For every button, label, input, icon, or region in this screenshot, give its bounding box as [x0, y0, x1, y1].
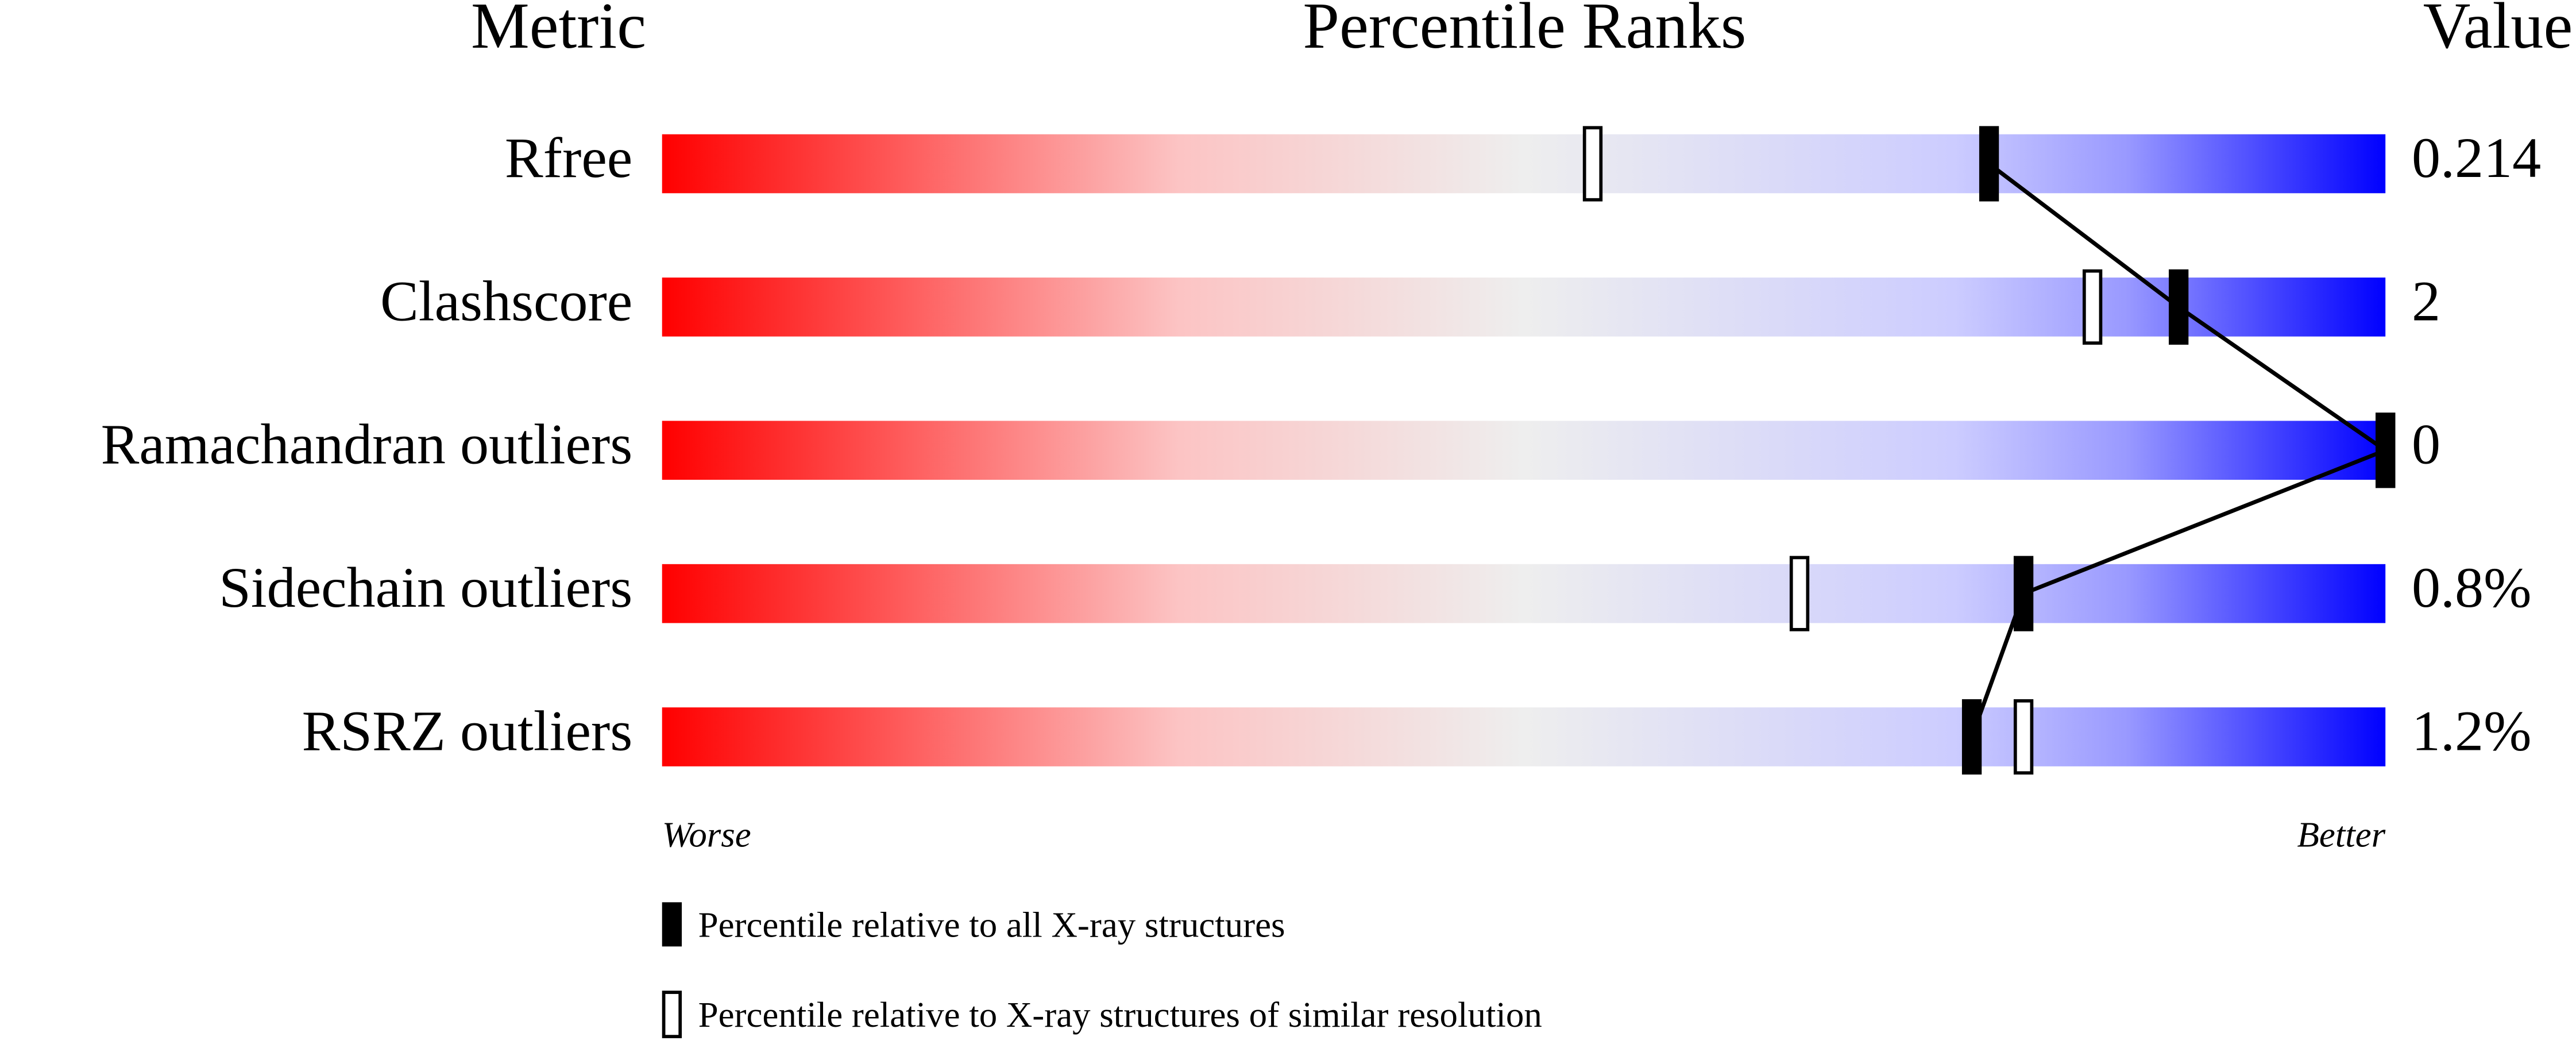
marker-open — [1789, 556, 1810, 631]
legend-swatch-open — [662, 991, 682, 1038]
marker-filled — [1961, 699, 1982, 775]
legend-label: Percentile relative to X-ray structures … — [698, 995, 1542, 1035]
rank-bar — [662, 564, 2386, 623]
rank-bar — [662, 707, 2386, 766]
marker-filled — [1979, 126, 1999, 202]
value-label: 0.214 — [2412, 126, 2541, 190]
legend-swatch-filled — [662, 902, 682, 947]
metric-label: Sidechain outliers — [219, 556, 632, 619]
rank-bar — [662, 421, 2386, 480]
marker-open — [2013, 699, 2034, 775]
scale-low: Worse — [662, 815, 751, 855]
rank-bar — [662, 278, 2386, 337]
marker-filled — [2168, 269, 2189, 345]
marker-filled — [2013, 556, 2034, 631]
connector — [2022, 448, 2386, 596]
metric-label: RSRZ outliers — [302, 699, 633, 763]
marker-filled — [2376, 413, 2396, 488]
scale-high: Better — [2297, 815, 2385, 855]
header-value: Value — [2423, 0, 2573, 62]
value-label: 0.8% — [2412, 556, 2532, 619]
rank-bar — [662, 134, 2386, 194]
connector — [1987, 162, 2180, 309]
marker-open — [1582, 126, 1603, 202]
legend-label: Percentile relative to all X-ray structu… — [698, 904, 1285, 945]
metric-label: Rfree — [505, 126, 632, 190]
marker-open — [2082, 269, 2103, 345]
value-label: 1.2% — [2412, 699, 2532, 763]
metric-label: Clashscore — [380, 269, 632, 333]
connector — [2177, 305, 2387, 452]
value-label: 0 — [2412, 413, 2440, 476]
header-metric: Metric — [471, 0, 646, 62]
value-label: 2 — [2412, 269, 2440, 333]
metric-label: Ramachandran outliers — [101, 413, 633, 476]
header-ranks: Percentile Ranks — [1303, 0, 1746, 62]
